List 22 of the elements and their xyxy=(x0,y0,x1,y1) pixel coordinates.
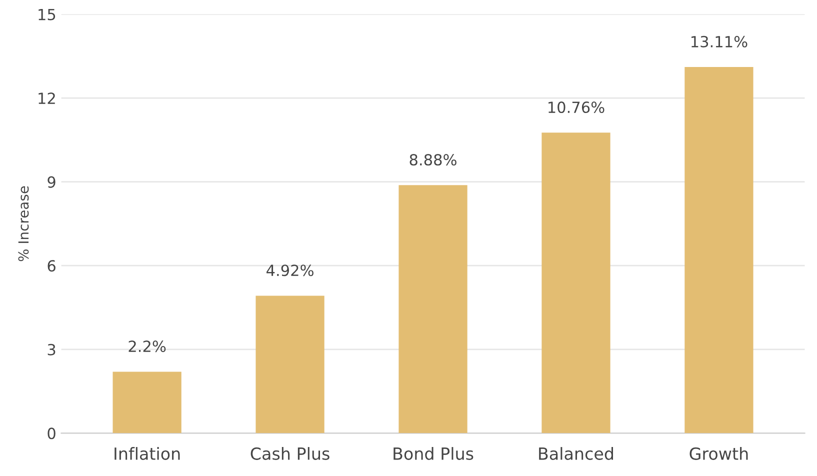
y-tick-label: 12 xyxy=(38,92,55,104)
y-axis-title: % Increase xyxy=(18,186,29,262)
x-tick-label: Bond Plus xyxy=(394,447,474,460)
y-tick-label: 15 xyxy=(38,8,56,20)
data-label: 13.11% xyxy=(692,36,748,48)
bar xyxy=(542,132,610,434)
data-label: 2.2% xyxy=(128,340,166,352)
bar xyxy=(398,185,468,434)
x-tick-label: Balanced xyxy=(539,447,613,460)
x-tick-label: Growth xyxy=(690,447,748,460)
y-tick-label: 0 xyxy=(48,428,56,440)
bar xyxy=(684,67,754,434)
x-tick-label: Cash Plus xyxy=(250,447,330,460)
y-tick-label: 9 xyxy=(48,176,56,188)
x-tick-label: Inflation xyxy=(114,447,180,460)
y-tick-label: 3 xyxy=(48,344,56,356)
data-label: 8.88% xyxy=(410,154,456,166)
y-tick-label: 6 xyxy=(48,260,56,272)
bar xyxy=(256,296,324,434)
data-label: 10.76% xyxy=(548,102,604,114)
data-label: 4.92% xyxy=(266,264,314,276)
bar xyxy=(112,372,182,434)
